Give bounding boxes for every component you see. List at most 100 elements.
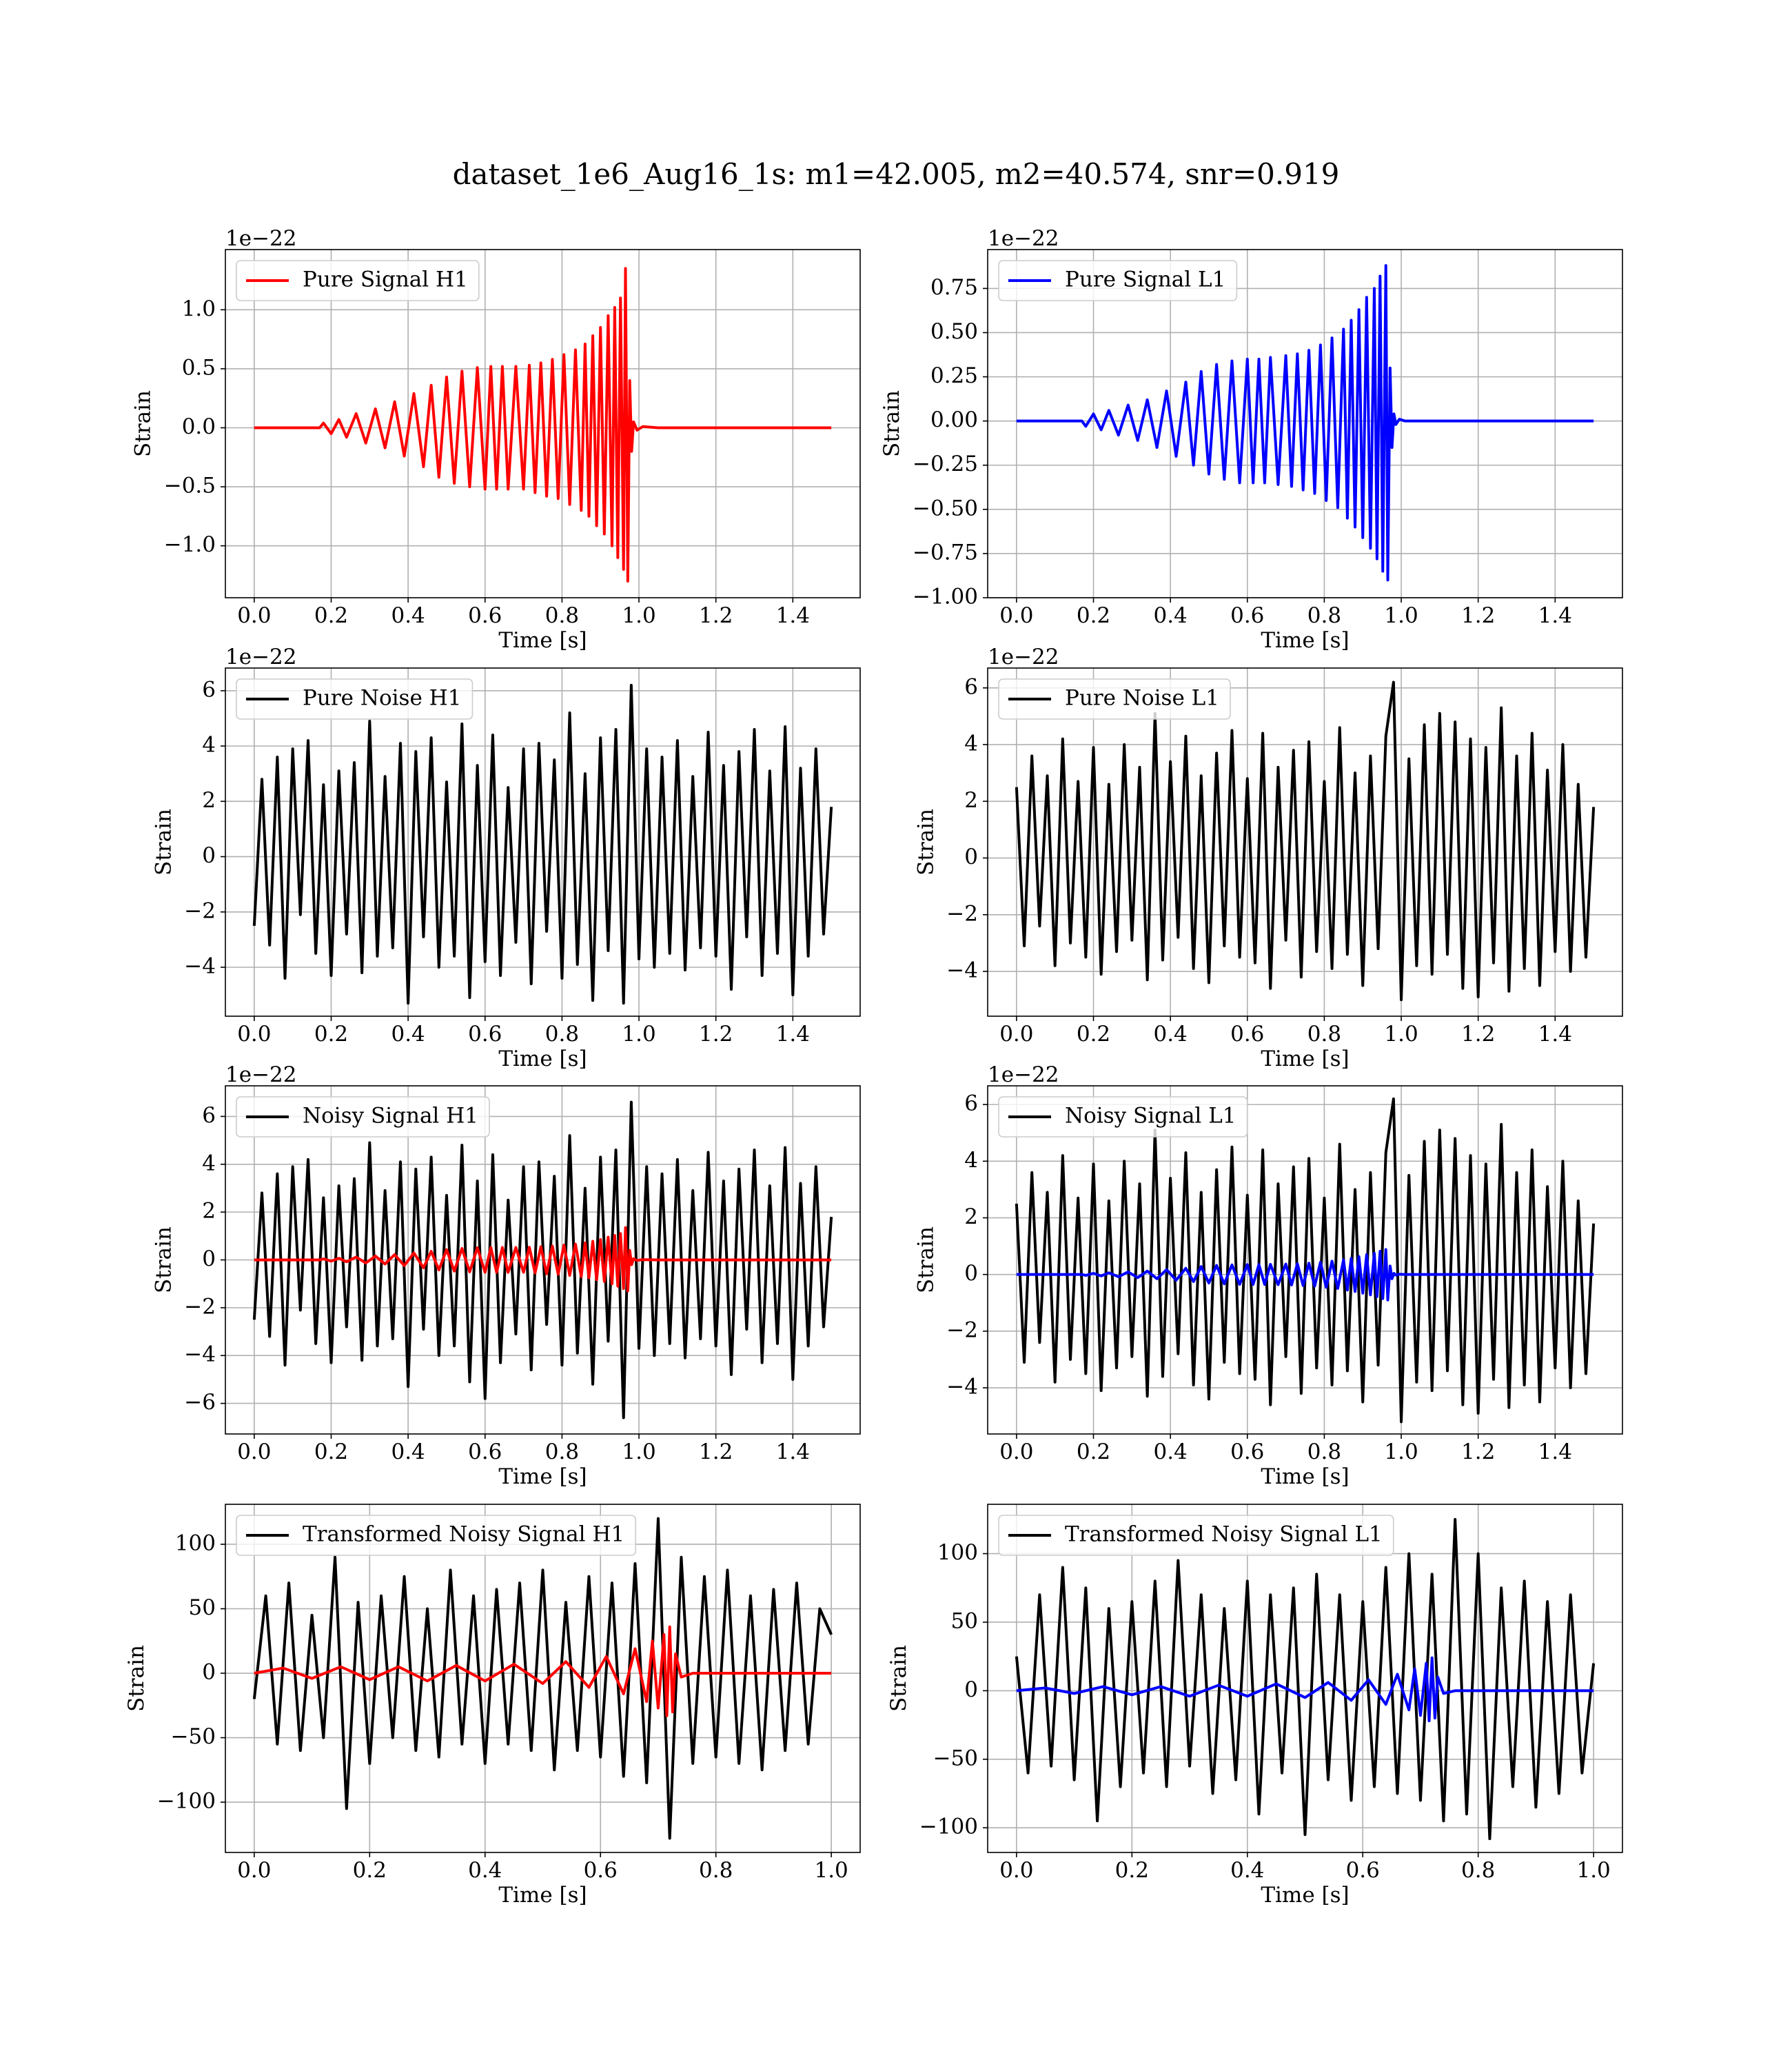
y-tick-label: 6 — [964, 674, 978, 699]
legend-box — [998, 260, 1238, 301]
plot-area — [1015, 1517, 1596, 1841]
x-tick-label: 1.0 — [622, 1439, 655, 1464]
series-line — [252, 683, 833, 1005]
y-tick-label: 100 — [175, 1530, 216, 1555]
legend-box — [998, 678, 1231, 720]
x-tick-label: 1.4 — [1538, 1439, 1572, 1464]
subplot: 0.0 0.2 0.4 0.6 0.8 1.0 −100 −50 0 50 100 Time [s] S… — [124, 1504, 861, 1908]
axes-frame — [225, 249, 861, 598]
x-tick-label: 0.0 — [999, 1022, 1033, 1047]
y-axis-label: Strain — [151, 1226, 176, 1293]
y-tick-label: 4 — [202, 733, 216, 758]
legend: Pure Signal H1 — [236, 260, 480, 301]
series-line — [1016, 264, 1594, 582]
x-tick-label: 0.2 — [314, 603, 348, 628]
y-tick-label: 0 — [202, 1246, 216, 1271]
x-tick-label: 1.4 — [1538, 603, 1572, 628]
x-tick-label: 1.2 — [1461, 1022, 1495, 1047]
subplot: 0.0 0.2 0.4 0.6 0.8 1.0 1.2 1.4 −1.0 −0.5 0.0 0.5 1.… — [131, 226, 861, 653]
y-tick-label: 6 — [964, 1091, 978, 1116]
x-tick-label: 1.2 — [699, 1439, 733, 1464]
axes-frame — [987, 667, 1623, 1017]
x-tick-label: 0.2 — [353, 1858, 387, 1883]
y-tick-label: 50 — [189, 1595, 216, 1620]
legend-label: Noisy Signal L1 — [1065, 1104, 1236, 1129]
x-tick-label: 0.6 — [1346, 1858, 1380, 1883]
y-tick-label: −0.75 — [913, 540, 978, 565]
legend: Pure Noise L1 — [998, 678, 1231, 720]
y-tick-label: 4 — [202, 1151, 216, 1175]
x-tick-label: 1.2 — [1461, 1439, 1495, 1464]
series-line — [1015, 1517, 1596, 1841]
x-tick-label: 0.8 — [1307, 1439, 1341, 1464]
y-tick-label: 4 — [964, 731, 978, 756]
y-tick-label: −0.25 — [913, 452, 978, 476]
y-axis-label: Strain — [131, 390, 156, 457]
legend-box — [236, 678, 474, 720]
y-tick-label: 0 — [202, 843, 216, 868]
x-tick-label: 0.6 — [1230, 1439, 1264, 1464]
legend-label: Transformed Noisy Signal H1 — [303, 1522, 624, 1547]
x-tick-label: 0.4 — [1153, 603, 1187, 628]
x-tick-label: 0.4 — [1153, 1022, 1187, 1047]
subplot: 0.0 0.2 0.4 0.6 0.8 1.0 1.2 1.4 −4 −2 0 2 4 6 Time [s]… — [913, 645, 1623, 1071]
x-tick-label: 0.2 — [1115, 1858, 1149, 1883]
x-tick-label: 0.4 — [391, 1022, 425, 1047]
y-tick-label: 100 — [937, 1540, 978, 1565]
x-tick-label: 1.4 — [776, 1439, 810, 1464]
x-axis-label: Time [s] — [498, 1047, 587, 1071]
x-tick-label: 1.0 — [1384, 1022, 1418, 1047]
legend-label: Noisy Signal H1 — [303, 1104, 478, 1129]
x-axis-label: Time [s] — [1261, 1464, 1349, 1489]
x-tick-label: 0.8 — [699, 1858, 733, 1883]
offset-label: 1e−22 — [225, 226, 297, 251]
y-tick-label: 0 — [202, 1660, 216, 1685]
y-tick-label: 0.00 — [930, 407, 978, 432]
y-tick-label: 0.75 — [930, 275, 978, 300]
x-tick-label: 1.2 — [699, 1022, 733, 1047]
y-tick-label: 0 — [964, 845, 978, 869]
legend-box — [236, 1096, 490, 1138]
x-tick-label: 1.4 — [776, 1022, 810, 1047]
subplot: 0.0 0.2 0.4 0.6 0.8 1.0 1.2 1.4 −4 −2 0 2 4 6 Time [s]… — [913, 1062, 1623, 1489]
offset-label: 1e−22 — [988, 226, 1059, 251]
x-tick-label: 0.4 — [391, 603, 425, 628]
legend-box — [236, 1515, 637, 1556]
y-tick-label: −100 — [919, 1815, 978, 1839]
legend-box — [998, 1096, 1248, 1138]
y-tick-label: 6 — [202, 677, 216, 702]
legend-label: Pure Signal L1 — [1065, 267, 1225, 292]
x-tick-label: 0.2 — [1077, 1439, 1110, 1464]
series-line — [254, 1226, 832, 1293]
legend: Pure Noise H1 — [236, 678, 474, 720]
subplot: 0.0 0.2 0.4 0.6 0.8 1.0 1.2 1.4 −4 −2 0 2 4 6 Time [s]… — [151, 645, 861, 1071]
y-tick-label: 2 — [202, 788, 216, 813]
y-tick-label: 0.5 — [182, 355, 216, 380]
x-tick-label: 0.8 — [1307, 603, 1341, 628]
x-tick-label: 1.0 — [1384, 603, 1418, 628]
y-axis-label: Strain — [124, 1645, 149, 1712]
y-axis-label: Strain — [913, 1226, 938, 1293]
series-line — [1016, 1248, 1594, 1302]
x-tick-label: 0.2 — [1077, 603, 1110, 628]
x-tick-label: 1.4 — [1538, 1022, 1572, 1047]
y-tick-label: −0.5 — [164, 474, 216, 498]
y-axis-label: Strain — [151, 809, 176, 876]
x-axis-label: Time [s] — [1261, 628, 1349, 653]
x-tick-label: 0.8 — [545, 603, 579, 628]
y-tick-label: 1.0 — [182, 296, 216, 321]
axes-frame — [225, 667, 861, 1017]
figure-title: dataset_1e6_Aug16_1s: m1=42.005, m2=40.5… — [453, 157, 1340, 191]
y-tick-label: 4 — [964, 1148, 978, 1173]
x-axis-label: Time [s] — [1261, 1883, 1349, 1908]
subplot: 0.0 0.2 0.4 0.6 0.8 1.0 1.2 1.4 −6 −4 −2 0 2 4 6 Time [… — [151, 1062, 861, 1489]
y-tick-label: 0.50 — [930, 319, 978, 344]
x-axis-label: Time [s] — [498, 628, 587, 653]
subplot: 0.0 0.2 0.4 0.6 0.8 1.0 −100 −50 0 50 100 Time [s] S… — [886, 1504, 1623, 1908]
x-tick-label: 0.0 — [999, 1858, 1033, 1883]
series-line — [254, 1625, 832, 1717]
legend: Noisy Signal L1 — [998, 1096, 1248, 1138]
x-tick-label: 0.6 — [1230, 1022, 1264, 1047]
axes-frame — [987, 1504, 1623, 1853]
y-tick-label: −1.00 — [913, 585, 978, 609]
